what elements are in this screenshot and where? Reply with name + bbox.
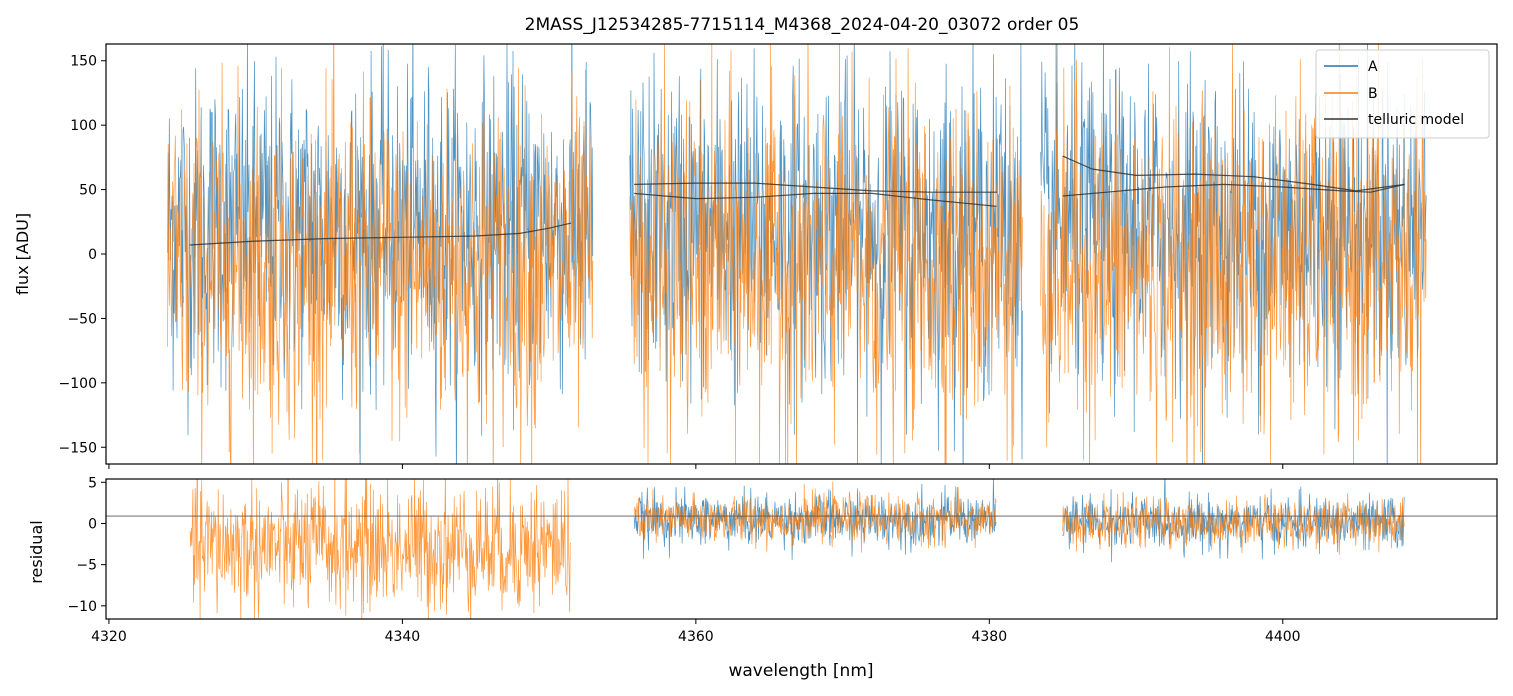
flux-y-axis: −150 −100 −50 0 50 100 150: [59, 54, 106, 456]
residual-panel: −10 −5 0 5 4320 4340 4360 4380 4400 residual wa…: [27, 475, 1498, 681]
chart-title: 2MASS_J12534285-7715114_M4368_2024-04-20…: [525, 15, 1080, 35]
flux-panel: −150 −100 −50 0 50 100 150 flux [ADU] A B tell…: [13, 43, 1498, 469]
flux-y-tick-label: −100: [59, 376, 97, 392]
legend-a-label: A: [1368, 59, 1378, 75]
x-axis-label: wavelength [nm]: [728, 661, 873, 681]
telluric-model-curve-1: [189, 222, 572, 246]
x-tick-label: 4360: [678, 629, 714, 645]
flux-y-tick-label: 150: [70, 54, 97, 70]
flux-series-b-segment-3: [1040, 44, 1427, 464]
residual-plot-area: [106, 479, 1497, 619]
flux-y-axis-label: flux [ADU]: [13, 213, 32, 295]
telluric-model-curve-5: [1062, 155, 1405, 192]
flux-series-b-segment-1: [167, 44, 594, 464]
legend: A B telluric model: [1315, 49, 1490, 139]
x-tick-label: 4340: [385, 629, 421, 645]
flux-plot-area: [167, 44, 1427, 464]
x-tick-label: 4320: [91, 629, 127, 645]
legend-b-label: B: [1368, 86, 1378, 102]
residual-series-b-segment-1: [189, 479, 572, 619]
flux-y-tick-label: 0: [88, 247, 97, 263]
residual-y-axis: −10 −5 0 5: [67, 475, 106, 615]
residual-y-tick-label: 0: [88, 516, 97, 532]
flux-y-tick-label: −50: [67, 311, 97, 327]
residual-series-b-segment-3: [1062, 492, 1405, 555]
flux-x-ticks: [108, 464, 1284, 469]
x-tick-label: 4400: [1265, 629, 1301, 645]
flux-y-tick-label: −150: [59, 440, 97, 456]
residual-x-axis: 4320 4340 4360 4380 4400: [91, 619, 1301, 645]
telluric-model-curve-3: [634, 182, 997, 193]
flux-y-tick-label: 50: [79, 183, 97, 199]
flux-y-tick-label: 100: [70, 118, 97, 134]
residual-panel-frame: [105, 478, 1498, 620]
residual-y-tick-label: 5: [88, 475, 97, 491]
flux-series-a-segment-2: [629, 44, 1023, 464]
telluric-model-curve-4: [1062, 183, 1405, 197]
residual-y-axis-label: residual: [27, 520, 46, 583]
residual-y-tick-label: −5: [76, 558, 97, 574]
legend-telluric-label: telluric model: [1368, 112, 1464, 128]
flux-series-a-segment-3: [1040, 44, 1427, 464]
residual-series-b-segment-2: [633, 481, 997, 553]
telluric-model-curve-2: [634, 192, 997, 207]
legend-box: [1315, 49, 1490, 139]
x-tick-label: 4380: [971, 629, 1007, 645]
residual-y-tick-label: −10: [67, 599, 97, 615]
